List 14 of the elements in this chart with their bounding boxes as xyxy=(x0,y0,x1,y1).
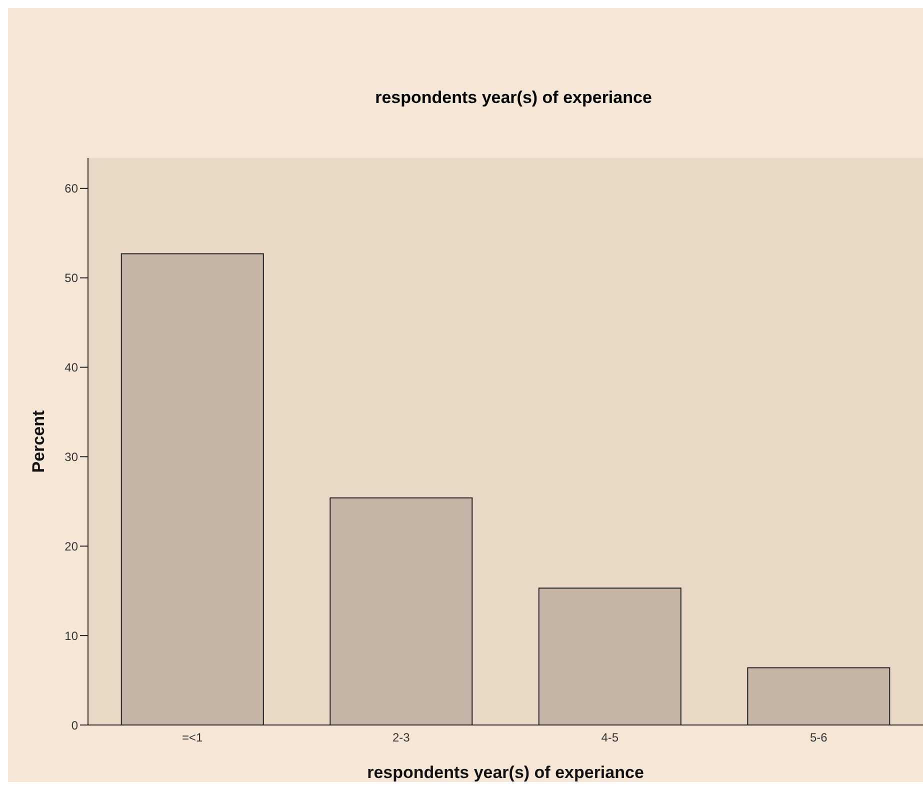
chart-title: respondents year(s) of experiance xyxy=(374,88,653,108)
y-tick-label: 10 xyxy=(64,628,78,643)
y-tick-label: 30 xyxy=(64,450,78,464)
y-tick-label: 20 xyxy=(64,539,78,554)
y-axis-title: Percent xyxy=(29,410,48,473)
x-tick-label: 4-5 xyxy=(601,730,619,745)
y-tick-label: 60 xyxy=(64,182,78,196)
x-tick-label: =<1 xyxy=(182,730,204,745)
x-axis-title: respondents year(s) of experiance xyxy=(367,763,644,782)
x-tick-label: 5-6 xyxy=(810,730,828,745)
y-tick-label: 0 xyxy=(71,718,78,732)
x-tick-label: 2-3 xyxy=(392,730,410,745)
y-tick-label: 40 xyxy=(64,360,78,375)
y-tick-label: 50 xyxy=(64,271,78,286)
